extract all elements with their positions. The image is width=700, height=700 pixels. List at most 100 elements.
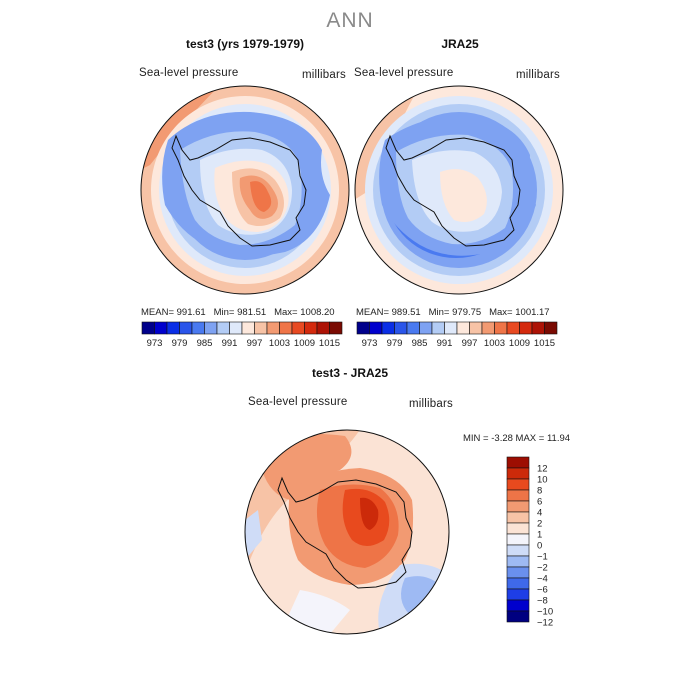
colorbar1-swatch <box>229 321 243 335</box>
colorbar-panel1: 973 979 985 991 997 1003 1009 1015 <box>141 321 343 349</box>
map1-band-12 <box>250 181 272 212</box>
figure-suptitle: ANN <box>326 9 374 32</box>
panel3-title: test3 - JRA25 <box>311 366 389 380</box>
colorbar2-swatch <box>531 321 545 335</box>
map3-band-7 <box>405 460 442 525</box>
panel3-max-label: MAX = <box>515 433 545 444</box>
colorbar3-swatch <box>506 500 530 513</box>
colorbar2-tick-label: 1015 <box>534 338 555 349</box>
colorbar1-swatch <box>141 321 155 335</box>
colorbar1-swatch <box>179 321 193 335</box>
map-panel1 <box>141 86 349 294</box>
map3-band-11 <box>245 510 262 560</box>
panel1-max-label: Max= <box>274 307 298 318</box>
colorbar1-swatch <box>191 321 205 335</box>
colorbar1-swatch <box>166 321 180 335</box>
colorbar2-tick-label: 991 <box>437 338 453 349</box>
colorbar3-swatch <box>506 533 530 546</box>
colorbar2-swatch <box>381 321 395 335</box>
colorbar2-tick-label: 985 <box>412 338 428 349</box>
panel1-mean-label: MEAN= <box>141 307 174 318</box>
panel3-stats: MIN = -3.28 MAX = 11.94 <box>463 433 570 444</box>
colorbar3-swatch <box>506 544 530 557</box>
panel3-variable-label: Sea-level pressure <box>248 396 348 408</box>
map3-coastline <box>277 476 413 589</box>
colorbar2-tick-label: 1009 <box>509 338 530 349</box>
map-panel2 <box>355 86 563 294</box>
map-panel3 <box>245 430 449 634</box>
map2-coastline <box>385 134 521 247</box>
panel3-min-value: -3.28 <box>491 433 513 444</box>
colorbar3-tick-label: 0 <box>537 541 542 552</box>
map3-border <box>244 429 450 635</box>
colorbar3-tick-label: −1 <box>537 552 548 563</box>
colorbar3-tick-label: 12 <box>537 464 548 475</box>
colorbar2-swatch <box>431 321 445 335</box>
colorbar3-tick-label: −8 <box>537 596 548 607</box>
panel2-max-label: Max= <box>489 307 513 318</box>
map3-band-6 <box>360 497 379 530</box>
colorbar2-swatch <box>406 321 420 335</box>
colorbar2-tick-label: 1003 <box>484 338 505 349</box>
colorbar2-swatch <box>456 321 470 335</box>
colorbar2-swatch <box>519 321 533 335</box>
colorbar1-swatch <box>241 321 255 335</box>
colorbar1-swatch <box>291 321 305 335</box>
colorbar1-swatch <box>316 321 330 335</box>
colorbar3-tick-label: 4 <box>537 508 542 519</box>
colorbar2-tick-label: 973 <box>362 338 378 349</box>
panel2-min-value: 979.75 <box>452 307 482 318</box>
colorbar3-tick-label: −10 <box>537 607 553 618</box>
colorbar1-swatch <box>329 321 343 335</box>
colorbar2-swatch <box>506 321 520 335</box>
panel1-min-value: 981.51 <box>237 307 267 318</box>
colorbar3-tick-label: −4 <box>537 574 548 585</box>
panel2-variable-label: Sea-level pressure <box>354 67 454 79</box>
colorbar2-tick-label: 979 <box>387 338 403 349</box>
colorbar3-swatch <box>506 577 530 590</box>
colorbar1-tick-label: 985 <box>197 338 213 349</box>
panel1-units-label: millibars <box>302 69 346 81</box>
colorbar3-swatch <box>506 555 530 568</box>
colorbar3-swatch <box>506 522 530 535</box>
colorbar1-tick-label: 1009 <box>294 338 315 349</box>
panel2-max-value: 1001.17 <box>515 307 550 318</box>
panel1-title: test3 (yrs 1979-1979) <box>185 37 305 51</box>
colorbar1-swatch <box>266 321 280 335</box>
colorbar2-tick-label: 997 <box>462 338 478 349</box>
colorbar2-swatch <box>494 321 508 335</box>
colorbar3-tick-label: 8 <box>537 486 542 497</box>
panel1-min-label: Min= <box>213 307 235 318</box>
panel3-units-label: millibars <box>409 398 453 410</box>
panel2-title: JRA25 <box>441 37 479 51</box>
map1-coastline <box>171 134 307 247</box>
colorbar3-tick-label: −12 <box>537 618 553 629</box>
colorbar1-tick-label: 997 <box>247 338 263 349</box>
panel2-mean-value: 989.51 <box>391 307 421 318</box>
colorbar3-tick-label: 10 <box>537 475 548 486</box>
colorbar1-tick-label: 1003 <box>269 338 290 349</box>
colorbar1-tick-label: 979 <box>172 338 188 349</box>
colorbar3-swatch <box>506 511 530 524</box>
colorbar3-tick-label: 2 <box>537 519 542 530</box>
colorbar3-swatch <box>506 456 530 469</box>
colorbar3-swatch <box>506 489 530 502</box>
colorbar3-tick-label: 6 <box>537 497 542 508</box>
colorbar2-swatch <box>394 321 408 335</box>
colorbar2-swatch <box>444 321 458 335</box>
colorbar1-tick-label: 973 <box>147 338 163 349</box>
colorbar1-swatch <box>154 321 168 335</box>
colorbar1-tick-label: 1015 <box>319 338 340 349</box>
colorbar-panel2: 973 979 985 991 997 1003 1009 1015 <box>356 321 558 349</box>
colorbar2-swatch <box>419 321 433 335</box>
panel2-units-label: millibars <box>516 69 560 81</box>
colorbar3-swatch <box>506 467 530 480</box>
colorbar1-swatch <box>204 321 218 335</box>
colorbar2-swatch <box>481 321 495 335</box>
colorbar2-swatch <box>369 321 383 335</box>
panel2-stats: MEAN= 989.51 Min= 979.75 Max= 1001.17 <box>356 307 550 318</box>
panel1-mean-value: 991.61 <box>176 307 206 318</box>
colorbar3-swatch <box>506 588 530 601</box>
panel2-mean-label: MEAN= <box>356 307 389 318</box>
